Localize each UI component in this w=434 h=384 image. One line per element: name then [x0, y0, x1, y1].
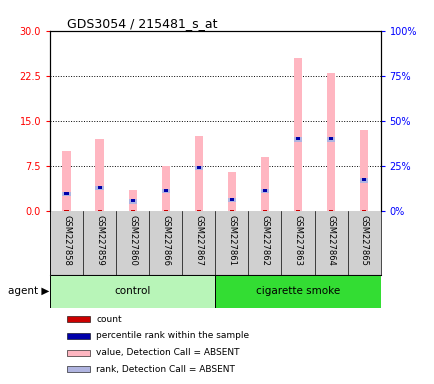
Bar: [215, 275, 380, 308]
Bar: [130, 199, 135, 202]
Bar: [64, 192, 69, 195]
Text: percentile rank within the sample: percentile rank within the sample: [96, 331, 249, 340]
Bar: [295, 210, 299, 212]
Bar: [260, 157, 268, 212]
Text: GSM227867: GSM227867: [194, 215, 203, 266]
Bar: [262, 210, 266, 212]
Bar: [227, 198, 235, 202]
Text: GSM227859: GSM227859: [95, 215, 104, 265]
Bar: [128, 190, 136, 212]
Bar: [293, 58, 301, 212]
Bar: [163, 210, 168, 212]
Bar: [95, 139, 104, 212]
Bar: [328, 210, 332, 212]
Bar: [194, 136, 202, 212]
Bar: [161, 166, 169, 212]
Text: cigarette smoke: cigarette smoke: [255, 286, 339, 296]
Bar: [194, 166, 202, 170]
Text: GSM227860: GSM227860: [128, 215, 137, 265]
Bar: [130, 210, 135, 212]
Bar: [227, 172, 235, 212]
Text: GSM227862: GSM227862: [260, 215, 269, 265]
Bar: [62, 151, 70, 212]
Text: GSM227864: GSM227864: [326, 215, 335, 265]
Text: GDS3054 / 215481_s_at: GDS3054 / 215481_s_at: [66, 17, 217, 30]
Bar: [359, 130, 367, 212]
Text: GSM227865: GSM227865: [359, 215, 368, 265]
Bar: [97, 210, 102, 212]
Bar: [326, 73, 335, 212]
Text: GSM227858: GSM227858: [62, 215, 71, 265]
Text: count: count: [96, 315, 122, 324]
Text: value, Detection Call = ABSENT: value, Detection Call = ABSENT: [96, 348, 239, 357]
Bar: [66, 333, 90, 339]
Bar: [64, 210, 69, 212]
Bar: [95, 185, 104, 190]
Text: GSM227863: GSM227863: [293, 215, 302, 266]
Bar: [97, 185, 102, 189]
Text: GSM227866: GSM227866: [161, 215, 170, 266]
Bar: [262, 189, 266, 192]
Bar: [161, 189, 169, 194]
Bar: [260, 189, 268, 194]
Bar: [326, 137, 335, 142]
Bar: [361, 210, 365, 212]
Bar: [229, 198, 233, 200]
Bar: [163, 189, 168, 192]
Text: rank, Detection Call = ABSENT: rank, Detection Call = ABSENT: [96, 365, 235, 374]
Bar: [66, 316, 90, 322]
Bar: [295, 137, 299, 141]
Bar: [328, 137, 332, 141]
Bar: [293, 137, 301, 142]
Bar: [66, 366, 90, 372]
Bar: [359, 178, 367, 182]
Bar: [196, 210, 201, 212]
Bar: [128, 199, 136, 204]
Bar: [50, 275, 215, 308]
Bar: [361, 178, 365, 181]
Bar: [66, 349, 90, 356]
Text: control: control: [114, 286, 151, 296]
Bar: [229, 210, 233, 212]
Bar: [62, 192, 70, 196]
Text: GSM227861: GSM227861: [227, 215, 236, 265]
Text: agent ▶: agent ▶: [8, 286, 49, 296]
Bar: [196, 166, 201, 169]
